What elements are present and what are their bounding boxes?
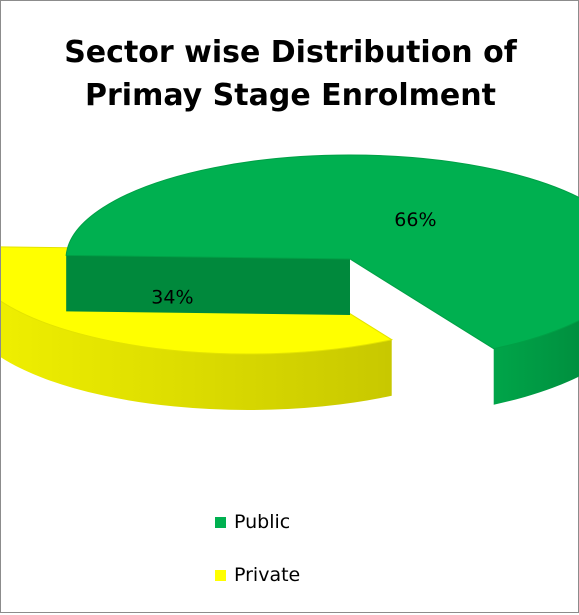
- pie-slice-private-side: [1, 301, 392, 410]
- chart-title-line-2: Primay Stage Enrolment: [85, 78, 496, 113]
- pie-slice-public-inner-wall: [66, 255, 351, 315]
- chart-title-line-1: Sector wise Distribution of: [64, 35, 517, 70]
- legend-swatch-private: [215, 569, 226, 581]
- legend-label-public: Public: [234, 511, 291, 533]
- legend-item-private: Private: [215, 562, 300, 588]
- pie-slice-public: [65, 154, 579, 350]
- legend-swatch-public: [215, 516, 226, 528]
- legend: Public Private: [215, 509, 300, 615]
- legend-item-public: Public: [215, 509, 300, 535]
- data-label-private: 34%: [151, 287, 193, 309]
- pie-slice-public-side: [493, 320, 579, 405]
- legend-label-private: Private: [234, 564, 301, 586]
- data-label-public: 66%: [394, 209, 436, 231]
- chart-title: Sector wise Distribution of Primay Stage…: [1, 31, 579, 117]
